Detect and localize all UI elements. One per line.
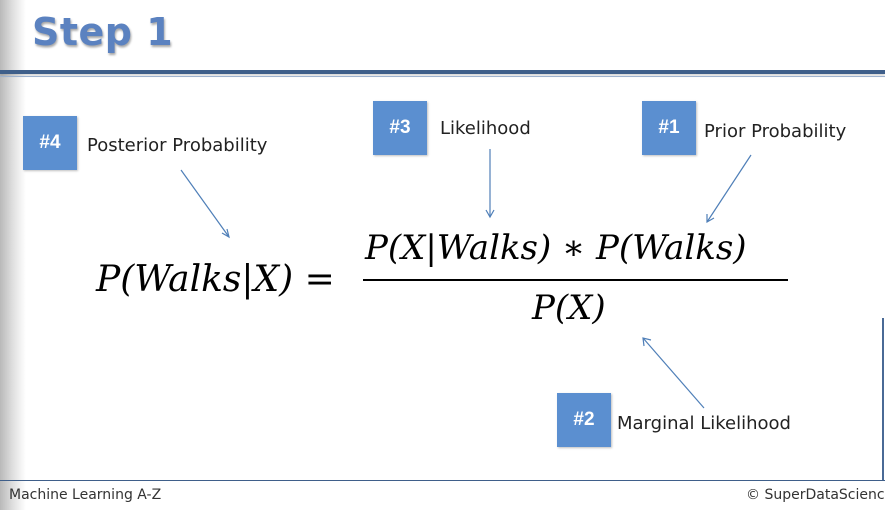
label-posterior-probability: Posterior Probability [87,135,268,156]
label-marginal-likelihood: Marginal Likelihood [617,413,791,434]
label-prior-probability: Prior Probability [704,121,847,142]
formula-denominator: P(X) [532,288,606,328]
footer-course-name: Machine Learning A-Z [9,487,162,503]
footer-divider [0,480,885,481]
slide-title: Step 1 [32,10,174,54]
footer-copyright: © SuperDataScienc [746,487,885,503]
formula-numerator: P(X|Walks) ∗ P(Walks) [365,228,747,268]
badge-1: #1 [642,101,696,155]
arrow-marginal [642,337,705,409]
title-divider [0,70,885,74]
label-likelihood: Likelihood [440,118,531,139]
left-edge-shadow [0,0,26,510]
title-divider-thin [0,76,885,77]
arrow-prior [706,154,752,223]
fraction-bar [363,279,788,281]
arrow-posterior [180,169,230,238]
badge-4: #4 [23,116,77,170]
badge-3: #3 [373,101,427,155]
badge-2: #2 [557,393,611,447]
formula-lhs: P(Walks|X) = [96,259,335,300]
right-edge-line [882,318,884,480]
